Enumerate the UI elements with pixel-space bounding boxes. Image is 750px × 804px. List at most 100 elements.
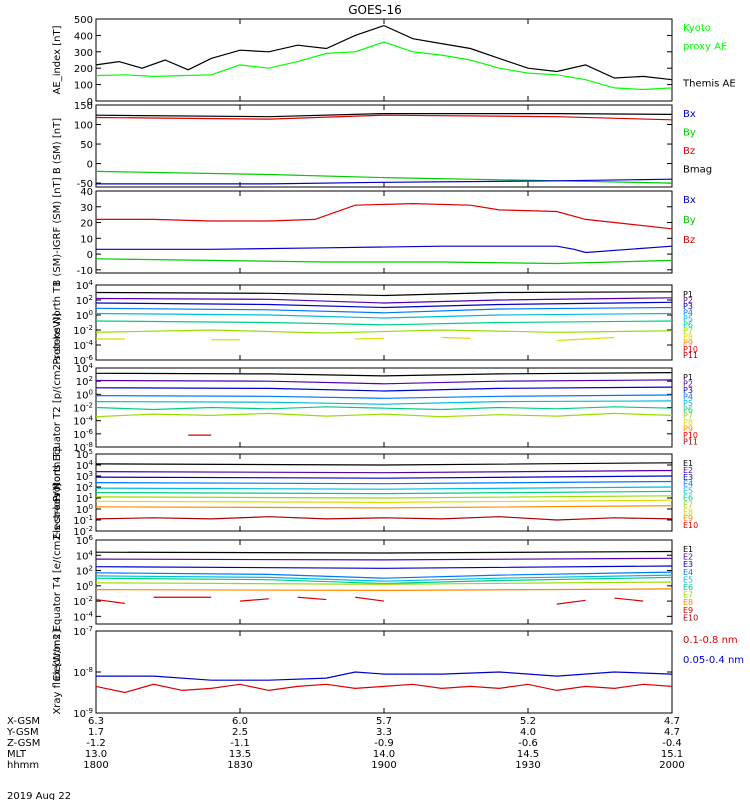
legend-entry: E9 bbox=[683, 514, 693, 523]
y-axis-label: Xray flux [W/m2] bbox=[52, 629, 63, 714]
ephemeris-value: -0.6 bbox=[518, 738, 538, 749]
panel-1: 0 100 200 300 400 500 AE_index [nT] Kyoto proxy … bbox=[52, 15, 736, 108]
series-line bbox=[95, 495, 673, 499]
y-tick-label: 0 bbox=[87, 160, 93, 171]
series-line bbox=[95, 400, 673, 405]
ephemeris-value: 2000 bbox=[659, 760, 684, 771]
legend-entry: E1 bbox=[683, 545, 693, 554]
y-tick-label: 10-6 bbox=[73, 354, 93, 367]
y-tick-label: 104 bbox=[76, 549, 94, 562]
y-tick-label: 40 bbox=[80, 187, 93, 198]
ephemeris-value: -1.2 bbox=[86, 738, 106, 749]
panel-3: -10 0 10 20 30 40 B (SM)-IGRF (SM) [nT] Bx By Bz bbox=[52, 177, 696, 286]
ephemeris-value: 14.0 bbox=[373, 749, 395, 760]
series-line bbox=[355, 596, 385, 602]
legend-entry: P3 bbox=[683, 386, 693, 395]
y-tick-label: 106 bbox=[76, 534, 94, 547]
y-tick-label: 0 bbox=[87, 250, 93, 261]
y-tick-label: 102 bbox=[76, 375, 93, 388]
legend-entry: E9 bbox=[683, 606, 693, 615]
y-tick-label: 200 bbox=[74, 64, 93, 75]
series-line bbox=[96, 178, 673, 185]
series-line bbox=[95, 372, 673, 377]
panel-frame bbox=[95, 18, 673, 102]
series-line bbox=[95, 386, 673, 392]
series-line bbox=[95, 462, 673, 466]
legend-entry: P10 bbox=[683, 345, 698, 354]
legend-entry: By bbox=[683, 215, 696, 226]
y-tick-label: 10-4 bbox=[73, 415, 93, 428]
legend-entry: P11 bbox=[683, 438, 698, 447]
legend-entry: E8 bbox=[683, 507, 693, 516]
y-axis-label: Protons North T1 bbox=[52, 280, 63, 364]
y-tick-label: 30 bbox=[80, 203, 93, 214]
series-line bbox=[95, 24, 673, 81]
legend-entry: Bmag bbox=[683, 165, 712, 176]
ephemeris-value: 1800 bbox=[83, 760, 108, 771]
ephemeris-row-label: MLT bbox=[7, 749, 27, 760]
legend-entry: 0.1-0.8 nm bbox=[683, 635, 738, 646]
ephemeris-value: 6.3 bbox=[88, 716, 104, 727]
legend-entry: E2 bbox=[683, 553, 693, 562]
y-tick-label: 10-4 bbox=[73, 610, 93, 623]
y-tick-label: 0 bbox=[87, 97, 93, 108]
series-line bbox=[95, 114, 673, 121]
series-line bbox=[95, 683, 673, 694]
legend-entry: P7 bbox=[683, 412, 693, 421]
y-axis-label: Electrons Equator T4 [e/(cm2-s-sr-keV)] bbox=[52, 483, 63, 680]
series-line bbox=[95, 170, 673, 184]
series-line bbox=[95, 516, 673, 521]
legend-entry: E5 bbox=[683, 575, 693, 584]
series-line bbox=[95, 412, 673, 418]
ephemeris-row-label: Z-GSM bbox=[7, 738, 40, 749]
legend-entry: E7 bbox=[683, 500, 693, 509]
legend-entry: By bbox=[683, 128, 696, 139]
series-line bbox=[95, 301, 673, 309]
y-tick-label: 100 bbox=[76, 388, 93, 401]
legend-entry: 0.05-0.4 nm bbox=[683, 655, 744, 666]
series-line bbox=[441, 336, 471, 339]
ephemeris-value: 15.1 bbox=[661, 749, 683, 760]
y-tick-label: 104 bbox=[76, 362, 94, 375]
series-line bbox=[95, 41, 673, 91]
footer-date: 2019 Aug 22 bbox=[7, 791, 71, 800]
series-line bbox=[96, 671, 673, 681]
y-tick-label: 20 bbox=[80, 219, 93, 230]
ephemeris-value: 5.7 bbox=[376, 716, 392, 727]
series-line bbox=[95, 112, 673, 118]
y-tick-label: 102 bbox=[76, 294, 93, 307]
legend-entry: P6 bbox=[683, 320, 693, 329]
series-line bbox=[239, 598, 269, 602]
series-line bbox=[297, 596, 327, 601]
y-tick-label: 10-1 bbox=[73, 514, 93, 527]
y-axis-label: B (SM)-IGRF (SM) [nT] bbox=[52, 177, 63, 286]
legend-entry: P5 bbox=[683, 399, 693, 408]
ephemeris-value: 1900 bbox=[371, 760, 396, 771]
legend-entry: P8 bbox=[683, 418, 693, 427]
y-tick-label: 102 bbox=[76, 565, 93, 578]
y-tick-label: 105 bbox=[76, 448, 93, 461]
legend-entry: P9 bbox=[683, 339, 693, 348]
y-tick-label: 10-6 bbox=[73, 428, 93, 441]
series-line bbox=[95, 306, 673, 314]
y-axis-label: Electrons North T3 bbox=[52, 446, 63, 539]
series-line bbox=[95, 505, 673, 509]
series-line bbox=[95, 571, 673, 579]
y-tick-label: 300 bbox=[74, 48, 93, 59]
y-tick-label: 102 bbox=[76, 481, 93, 494]
series-line bbox=[96, 245, 673, 254]
series-line bbox=[95, 329, 673, 334]
series-line bbox=[614, 597, 644, 602]
y-tick-label: 150 bbox=[74, 101, 93, 112]
series-line bbox=[95, 320, 673, 326]
legend-entry: E4 bbox=[683, 480, 693, 489]
legend-entry: Themis AE bbox=[682, 79, 736, 90]
series-line bbox=[95, 588, 673, 592]
legend-entry: E10 bbox=[683, 613, 698, 622]
ephemeris-value: -0.4 bbox=[662, 738, 682, 749]
ephemeris-value: 4.7 bbox=[664, 727, 680, 738]
legend-entry: P5 bbox=[683, 314, 693, 323]
y-axis-label: AE_index [nT] bbox=[52, 25, 63, 94]
legend-entry: P2 bbox=[683, 379, 693, 388]
